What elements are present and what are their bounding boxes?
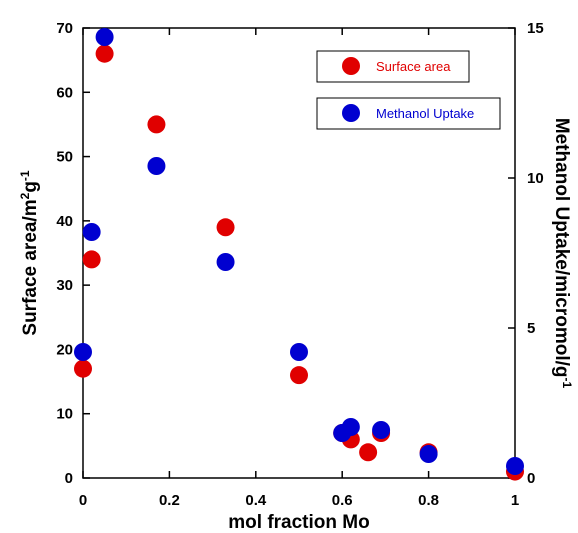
legend-marker-methanol-uptake — [342, 104, 360, 122]
y-axis-title-right-sup: -1 — [560, 378, 574, 389]
x-tick-label: 0.2 — [159, 492, 180, 509]
data-point-surface-area — [216, 218, 235, 237]
data-point-methanol-uptake — [372, 421, 391, 439]
data-point-surface-area — [82, 250, 101, 269]
y-tick-label-left: 40 — [56, 213, 73, 230]
data-point-surface-area — [95, 44, 114, 63]
y-tick-label-right: 15 — [527, 20, 544, 37]
data-points — [74, 28, 524, 481]
y-axis-title-left: Surface area/m2g-1 — [18, 170, 41, 336]
legend-label-surface-area: Surface area — [376, 59, 451, 74]
y-tick-label-right: 5 — [527, 320, 535, 337]
legend: Surface area Methanol Uptake — [316, 50, 501, 130]
y-tick-label-left: 60 — [56, 84, 73, 101]
plot-frame — [82, 27, 516, 479]
y-tick-label-left: 70 — [56, 20, 73, 37]
legend-item-surface-area: Surface area — [316, 50, 470, 83]
data-point-methanol-uptake — [506, 457, 524, 475]
data-point-methanol-uptake — [74, 343, 92, 361]
data-point-surface-area — [359, 443, 378, 462]
y-axis-title-left-main: Surface area/m — [20, 199, 41, 335]
data-point-surface-area — [147, 115, 166, 134]
y-axis-ticks-right: 0 5 10 15 — [508, 20, 544, 487]
x-tick-label: 0 — [79, 492, 87, 509]
y-axis-title-left-mid: g — [20, 181, 41, 193]
y-axis-title-right-main: Methanol Uptake/micromol/g — [551, 118, 572, 378]
x-tick-label: 0.8 — [418, 492, 439, 509]
data-point-surface-area — [290, 366, 308, 385]
legend-label-methanol-uptake: Methanol Uptake — [376, 106, 474, 121]
y-tick-label-left: 0 — [65, 470, 73, 487]
x-tick-label: 0.6 — [332, 492, 353, 509]
x-tick-label: 1 — [511, 492, 519, 509]
x-tick-label: 0.4 — [245, 492, 267, 509]
y-tick-label-left: 50 — [56, 149, 73, 166]
data-point-methanol-uptake — [82, 223, 101, 241]
x-axis-title: mol fraction Mo — [228, 512, 369, 533]
data-point-methanol-uptake — [419, 445, 438, 463]
data-point-surface-area — [74, 359, 92, 378]
y-tick-label-right: 10 — [527, 170, 544, 187]
data-point-methanol-uptake — [147, 157, 166, 175]
y-axis-title-left-sup1: 2 — [18, 192, 32, 199]
y-axis-ticks-left: 0 10 20 30 40 50 60 70 — [56, 20, 90, 487]
legend-item-methanol-uptake: Methanol Uptake — [316, 97, 501, 130]
legend-marker-surface-area — [342, 57, 360, 75]
y-tick-label-left: 20 — [56, 341, 73, 358]
data-point-methanol-uptake — [216, 253, 235, 271]
y-tick-label-left: 10 — [56, 406, 73, 423]
y-axis-title-right: Methanol Uptake/micromol/g-1 — [551, 118, 574, 389]
data-point-methanol-uptake — [95, 28, 114, 46]
y-axis-title-left-sup2: -1 — [18, 170, 32, 181]
y-tick-label-right: 0 — [527, 470, 535, 487]
x-axis-ticks: 0 0.2 0.4 0.6 0.8 1 — [79, 28, 519, 509]
y-tick-label-left: 30 — [56, 277, 73, 294]
data-point-methanol-uptake — [290, 343, 308, 361]
data-point-methanol-uptake — [341, 418, 360, 436]
